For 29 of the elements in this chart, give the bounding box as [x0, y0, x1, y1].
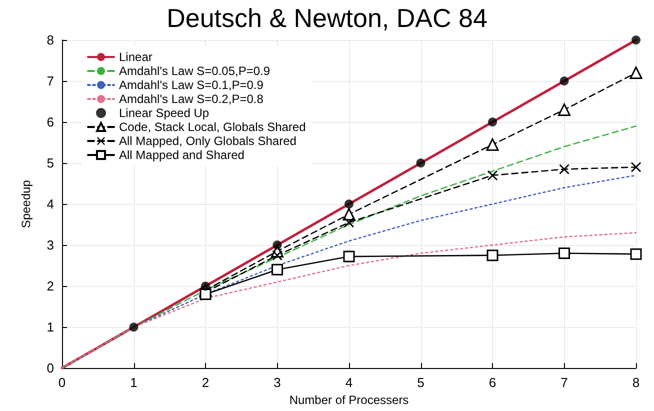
legend-label: Amdahl's Law S=0.05,P=0.9: [119, 64, 270, 78]
y-tick-label: 3: [46, 238, 54, 253]
x-tick-label: 8: [632, 375, 640, 390]
x-tick-label: 1: [130, 375, 138, 390]
x-tick-label: 0: [58, 375, 66, 390]
x-tick-label: 6: [488, 375, 496, 390]
legend-label: Linear: [119, 50, 152, 64]
chart-title: Deutsch & Newton, DAC 84: [166, 3, 488, 33]
legend-label: Code, Stack Local, Globals Shared: [119, 120, 306, 134]
y-tick-label: 1: [46, 320, 54, 335]
y-tick-label: 0: [46, 360, 54, 376]
y-tick-label: 2: [46, 278, 54, 294]
x-axis-title: Number of Processers: [289, 393, 409, 407]
y-tick-label: 8: [46, 32, 54, 48]
legend-label: All Mapped and Shared: [119, 148, 244, 162]
legend-label: All Mapped, Only Globals Shared: [119, 134, 296, 148]
legend-label: Amdahl's Law S=0.2,P=0.8: [119, 92, 264, 106]
y-tick-label: 6: [46, 114, 54, 130]
x-tick-label: 2: [202, 375, 210, 390]
x-tick-label: 3: [274, 375, 281, 390]
legend-label: Amdahl's Law S=0.1,P=0.9: [119, 78, 264, 92]
y-axis-title: Speedup: [19, 180, 33, 228]
x-tick-label: 7: [560, 375, 568, 390]
x-tick-label: 4: [345, 375, 353, 390]
y-tick-label: 5: [46, 156, 54, 171]
x-tick-label: 5: [417, 375, 424, 390]
y-tick-label: 7: [46, 74, 54, 89]
legend-label: Linear Speed Up: [119, 106, 210, 120]
y-tick-label: 4: [46, 196, 54, 212]
